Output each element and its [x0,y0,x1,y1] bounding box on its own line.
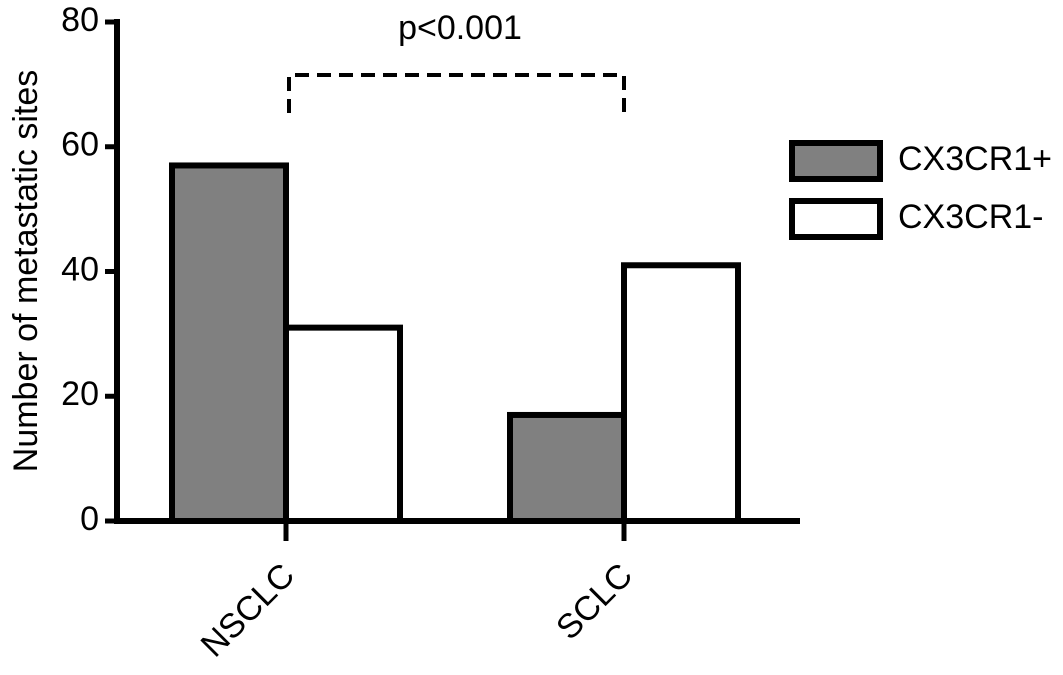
bar [283,324,403,525]
legend-label: CX3CR1- [898,198,1043,236]
legend-swatch [789,140,883,182]
y-tick-label: 60 [61,126,99,164]
legend-swatch [789,198,883,240]
bar [621,262,741,525]
y-tick-label: 20 [61,375,99,413]
legend-label: CX3CR1+ [898,140,1052,178]
bar [169,162,289,524]
y-axis-label: Number of metastatic sites [7,70,45,472]
x-tick-label: NSCLC [194,556,302,664]
bar [507,411,627,524]
x-tick-label: SCLC [549,556,640,647]
y-tick-label: 80 [61,1,99,39]
significance-bracket [287,73,626,113]
y-tick-label: 40 [61,250,99,288]
y-tick-label: 0 [80,500,99,538]
annotation: p<0.001 [398,9,522,47]
